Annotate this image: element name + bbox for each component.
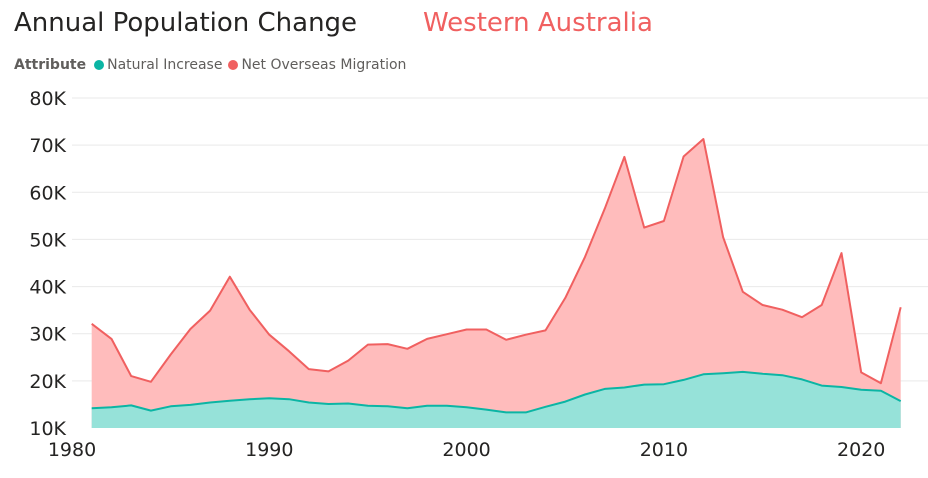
y-tick-label: 50K xyxy=(29,229,66,251)
legend-dot-icon xyxy=(94,60,105,70)
legend-label: Net Overseas Migration xyxy=(241,57,407,73)
legend-label: Natural Increase xyxy=(107,57,223,73)
series-line-natural-increase xyxy=(91,370,902,414)
x-tick-label: 2000 xyxy=(442,439,490,461)
series-area-natural-increase xyxy=(91,371,901,428)
y-axis: 10K 20K 30K 40K 50K 60K 70K 80K xyxy=(29,88,66,440)
x-tick-label: 2010 xyxy=(640,439,688,461)
chart-subtitle: Western Australia xyxy=(423,8,653,38)
chart-title: Annual Population Change xyxy=(14,8,358,38)
y-tick-label: 60K xyxy=(29,182,66,204)
legend: Attribute Natural Increase Net Overseas … xyxy=(14,57,412,73)
x-tick-label: 2020 xyxy=(837,439,885,461)
series-line-net-overseas-migration xyxy=(91,138,902,385)
y-tick-label: 80K xyxy=(29,88,66,110)
y-tick-label: 20K xyxy=(29,371,66,393)
x-axis: 1980 1990 2000 2010 2020 xyxy=(48,439,886,461)
legend-item-net-overseas-migration[interactable]: Net Overseas Migration xyxy=(228,57,406,73)
y-tick-label: 30K xyxy=(29,324,66,346)
legend-item-natural-increase[interactable]: Natural Increase xyxy=(94,57,222,73)
legend-title: Attribute xyxy=(14,57,87,73)
y-tick-label: 70K xyxy=(29,135,66,157)
y-tick-label: 10K xyxy=(29,418,66,440)
x-tick-label: 1980 xyxy=(48,439,96,461)
legend-dot-icon xyxy=(228,60,239,70)
x-tick-label: 1990 xyxy=(245,439,293,461)
y-tick-label: 40K xyxy=(29,277,66,299)
series-areas xyxy=(91,138,902,428)
